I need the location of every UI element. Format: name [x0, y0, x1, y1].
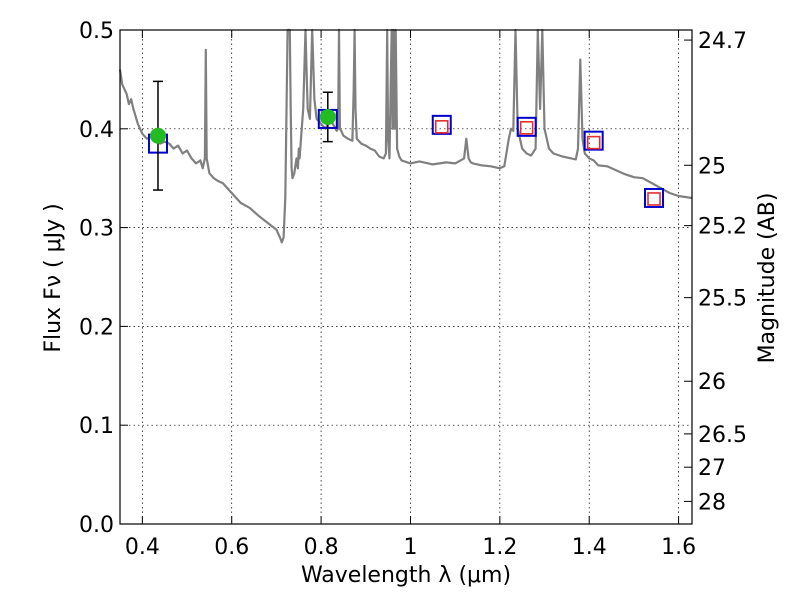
- right-tick-label: 25.5: [698, 287, 747, 312]
- blue-square-point: [431, 114, 452, 135]
- red-square-point: [586, 135, 601, 150]
- right-tick-label: 24.7: [698, 29, 747, 54]
- y-tick-label: 0.2: [79, 315, 114, 340]
- y-tick-label: 0.5: [79, 19, 114, 44]
- x-axis-label: Wavelength λ (μm): [301, 563, 511, 588]
- right-tick-label: 25: [698, 154, 726, 179]
- blue-square-point: [583, 130, 604, 151]
- blue-square-point: [516, 116, 537, 137]
- x-tick-label: 1.2: [482, 535, 517, 560]
- red-square-point: [434, 120, 449, 134]
- y-tick-label: 0.3: [79, 217, 114, 242]
- y-tick-label: 0.4: [79, 118, 114, 143]
- x-axis-ticks: 0.4 0.6 0.8 1 1.2 1.4 1.6: [125, 30, 696, 560]
- y-axis-label: Flux Fν ( μJy ): [41, 203, 66, 352]
- right-tick-label: 28: [698, 490, 726, 515]
- y-tick-label: 0.0: [79, 513, 114, 538]
- red-square-point: [519, 121, 534, 135]
- right-axis-ticks: 24.7 25 25.2 25.5 26 26.5 27 28: [684, 29, 747, 515]
- x-tick-label: 0.8: [304, 535, 339, 560]
- right-tick-label: 25.2: [698, 215, 747, 240]
- right-tick-label: 26.5: [698, 423, 747, 448]
- right-tick-label: 26: [698, 370, 726, 395]
- x-tick-label: 0.6: [214, 535, 249, 560]
- x-tick-label: 1.4: [572, 535, 607, 560]
- green-circle-point: [319, 108, 336, 125]
- right-tick-label: 27: [698, 456, 726, 481]
- x-tick-label: 1.6: [661, 535, 696, 560]
- spectrum-line: [118, 28, 693, 244]
- spectrum-line-layer: [118, 28, 693, 244]
- plot-frame: [119, 29, 693, 525]
- y-axis-ticks: 0.0 0.1 0.2 0.3 0.4 0.5: [79, 19, 128, 538]
- x-tick-label: 0.4: [125, 535, 160, 560]
- red-square-point: [647, 192, 661, 206]
- green-circle-point: [149, 127, 166, 144]
- x-tick-label: 1: [403, 535, 417, 560]
- markers-layer: [147, 80, 665, 208]
- y-tick-label: 0.1: [79, 414, 114, 439]
- right-axis-label: Magnitude (AB): [755, 193, 780, 364]
- blue-square-point: [644, 187, 665, 208]
